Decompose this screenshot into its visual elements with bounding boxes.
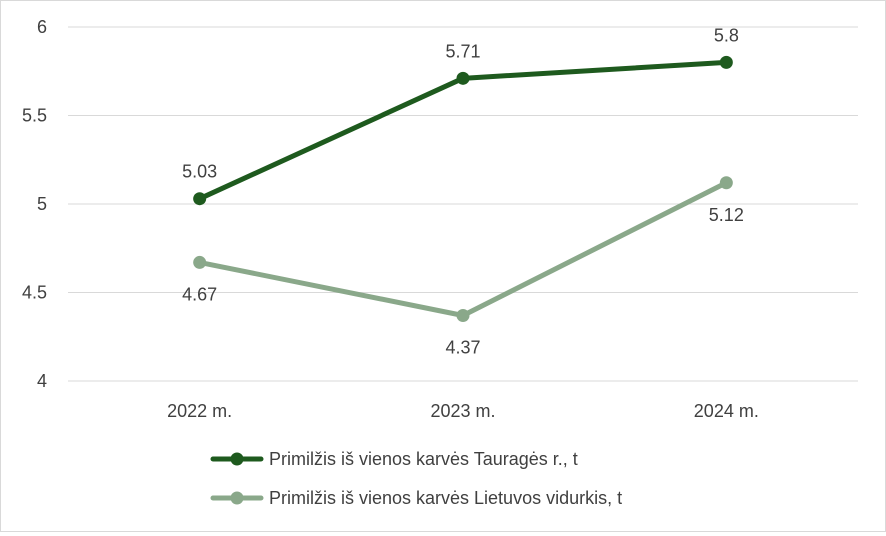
x-axis-tick-labels: 2022 m. 2023 m. 2024 m.	[167, 401, 759, 421]
legend: Primilžis iš vienos karvės Tauragės r., …	[210, 449, 622, 508]
data-label: 4.67	[182, 284, 217, 304]
y-tick-label: 6	[37, 17, 47, 37]
data-point-marker	[456, 309, 470, 323]
data-label: 5.12	[709, 205, 744, 225]
y-tick-label: 5	[37, 194, 47, 214]
data-labels: 5.03 5.71 5.8 4.67 4.37 5.12	[182, 25, 744, 357]
y-tick-label: 5.5	[22, 106, 47, 126]
legend-swatch-marker	[230, 491, 244, 505]
data-label: 5.03	[182, 162, 217, 182]
data-label: 5.71	[445, 41, 480, 61]
data-point-marker	[719, 55, 733, 69]
x-tick-label: 2022 m.	[167, 401, 232, 421]
data-label: 5.8	[714, 25, 739, 45]
y-axis-tick-labels: 4 4.5 5 5.5 6	[22, 17, 47, 391]
y-tick-label: 4.5	[22, 283, 47, 303]
data-point-marker	[456, 71, 470, 85]
data-point-marker	[193, 192, 207, 206]
series-lines	[193, 55, 733, 323]
x-tick-label: 2024 m.	[694, 401, 759, 421]
data-point-marker	[193, 255, 207, 269]
series-line-2	[197, 180, 729, 319]
y-tick-label: 4	[37, 371, 47, 391]
legend-swatch-marker	[230, 452, 244, 466]
data-label: 4.37	[445, 338, 480, 358]
data-point-marker	[719, 176, 733, 190]
legend-label: Primilžis iš vienos karvės Tauragės r., …	[269, 449, 578, 469]
legend-label: Primilžis iš vienos karvės Lietuvos vidu…	[269, 488, 622, 508]
x-tick-label: 2023 m.	[430, 401, 495, 421]
